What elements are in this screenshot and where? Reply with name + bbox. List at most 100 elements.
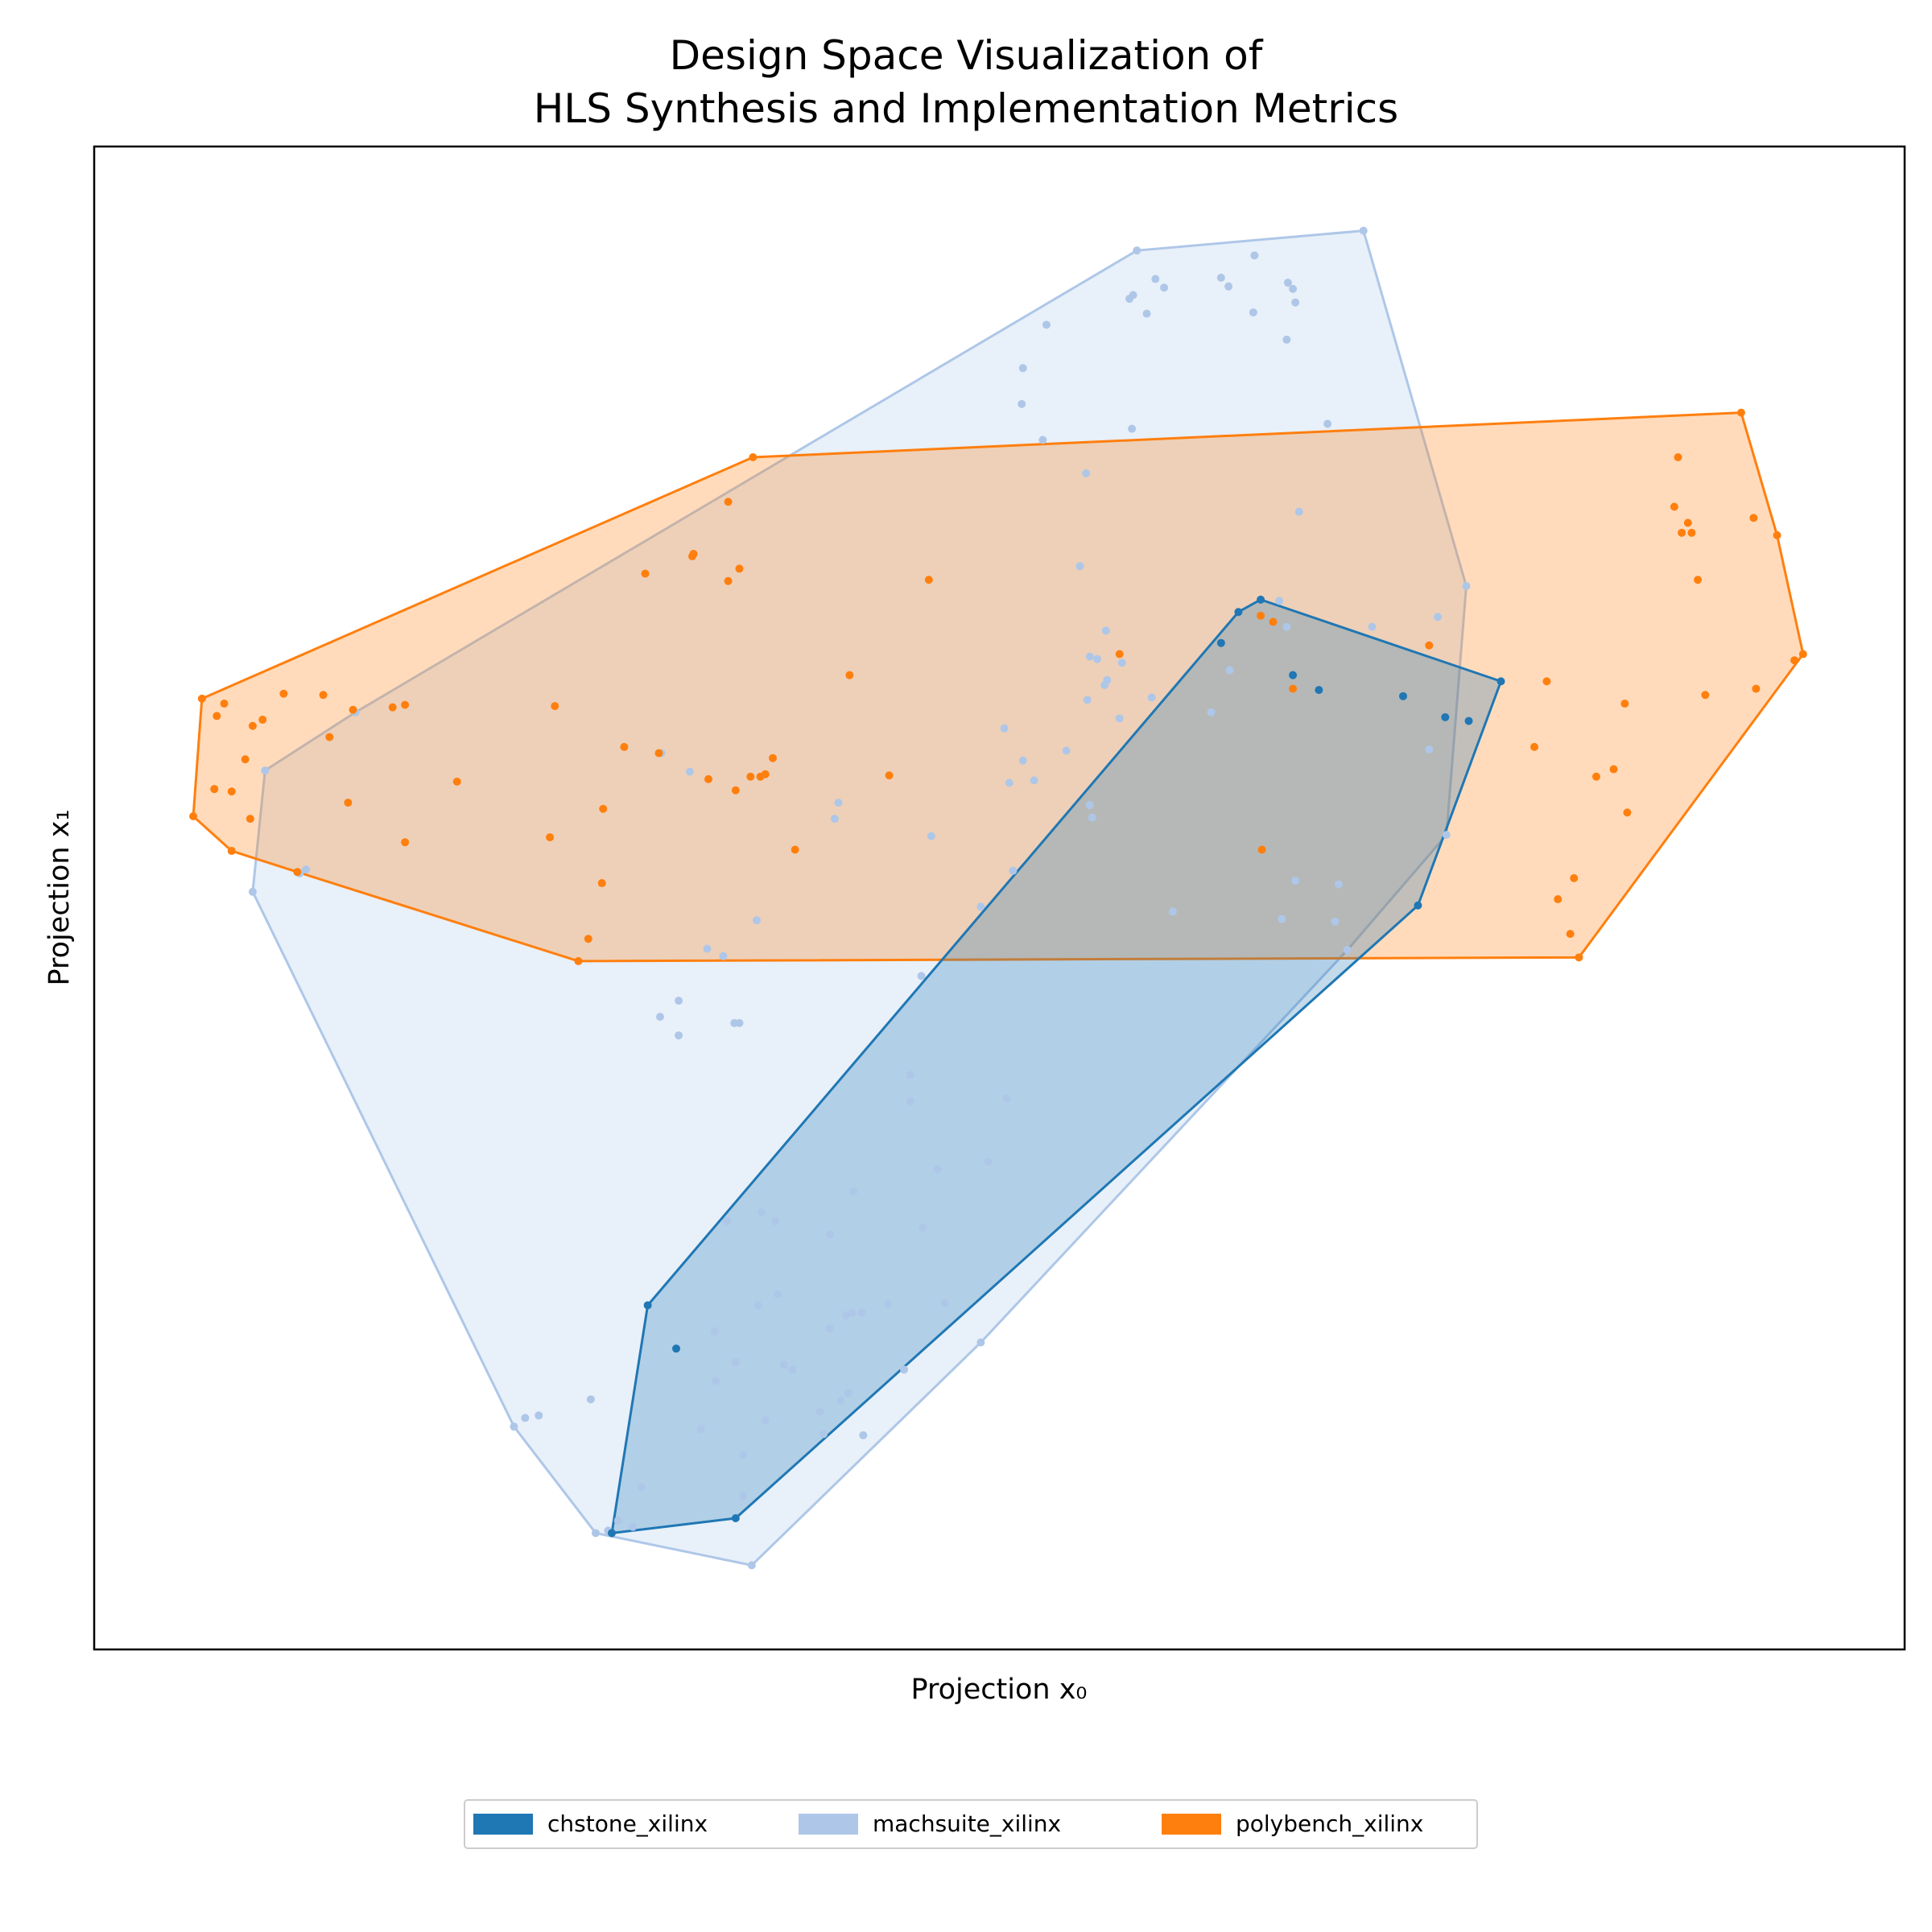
legend-frame	[464, 1799, 1478, 1849]
point	[1115, 650, 1124, 658]
point	[844, 1389, 852, 1397]
legend-label: polybench_xilinx	[1236, 1810, 1423, 1837]
legend-swatch	[1162, 1814, 1221, 1835]
point	[739, 1451, 748, 1459]
point	[246, 815, 254, 824]
point	[834, 799, 843, 807]
point	[1115, 714, 1124, 723]
point	[774, 1290, 782, 1298]
point	[1687, 528, 1696, 537]
point	[1790, 656, 1799, 665]
point	[815, 1407, 824, 1416]
legend-label: chstone_xilinx	[547, 1810, 708, 1837]
point	[1018, 756, 1027, 765]
point	[510, 1422, 518, 1431]
point	[688, 552, 697, 561]
point	[597, 879, 606, 888]
point	[1323, 419, 1332, 428]
point	[584, 935, 592, 943]
point	[752, 916, 761, 925]
point	[227, 847, 236, 856]
point	[620, 742, 629, 751]
point	[685, 767, 694, 776]
point	[1315, 686, 1323, 695]
point	[248, 721, 257, 730]
point	[210, 785, 219, 794]
point	[1798, 650, 1807, 658]
point	[1018, 364, 1027, 373]
point	[1207, 708, 1216, 716]
point	[1683, 518, 1692, 527]
point	[735, 1018, 744, 1027]
point	[1334, 880, 1343, 889]
point	[1083, 696, 1092, 704]
hull	[610, 598, 1503, 1534]
point	[848, 1308, 857, 1317]
point	[1085, 652, 1094, 661]
hull-fill	[252, 230, 1467, 1566]
point	[1542, 677, 1551, 686]
point	[704, 774, 712, 783]
chart-title: Design Space Visualization of HLS Synthe…	[533, 32, 1399, 132]
point	[933, 1165, 942, 1174]
point	[1752, 684, 1761, 693]
point	[1216, 274, 1225, 283]
point	[919, 1223, 927, 1232]
point	[924, 576, 933, 584]
point	[401, 700, 410, 709]
point	[731, 1358, 740, 1367]
hull-fill	[193, 412, 1803, 961]
point	[1441, 712, 1450, 721]
point	[1075, 562, 1084, 571]
point	[1257, 845, 1266, 854]
point	[1249, 308, 1257, 317]
point	[1278, 914, 1286, 923]
point	[1283, 279, 1292, 287]
point	[857, 1308, 866, 1317]
point	[401, 838, 410, 847]
point	[641, 569, 650, 578]
point	[1678, 528, 1686, 537]
point	[1773, 530, 1781, 539]
point	[1464, 716, 1473, 725]
point	[1570, 873, 1579, 882]
point	[1291, 876, 1300, 885]
point	[1005, 778, 1013, 787]
point	[859, 1430, 868, 1439]
point	[675, 1031, 683, 1040]
point	[746, 772, 755, 781]
point	[771, 1216, 780, 1225]
point	[1168, 907, 1177, 916]
point	[1160, 283, 1169, 292]
point	[1018, 399, 1026, 408]
point	[551, 702, 559, 711]
point	[672, 1344, 681, 1353]
point	[1343, 946, 1352, 955]
point	[1289, 671, 1298, 679]
point	[279, 689, 288, 698]
point	[1062, 746, 1071, 755]
point	[654, 749, 663, 758]
point	[848, 1187, 857, 1195]
point	[749, 453, 758, 462]
point	[976, 902, 985, 911]
point	[1442, 831, 1451, 840]
point	[1282, 622, 1291, 631]
point	[1142, 309, 1151, 318]
point	[1496, 677, 1505, 686]
point	[836, 1396, 845, 1405]
point	[1038, 436, 1047, 444]
point	[1623, 808, 1632, 817]
point	[1414, 901, 1422, 910]
point	[319, 691, 328, 700]
point	[349, 705, 357, 714]
point	[917, 972, 926, 980]
point	[825, 1324, 834, 1333]
point	[756, 772, 765, 781]
point	[1674, 453, 1682, 462]
point	[885, 771, 894, 780]
point	[1554, 895, 1563, 904]
point	[791, 845, 799, 854]
point	[1289, 284, 1298, 293]
